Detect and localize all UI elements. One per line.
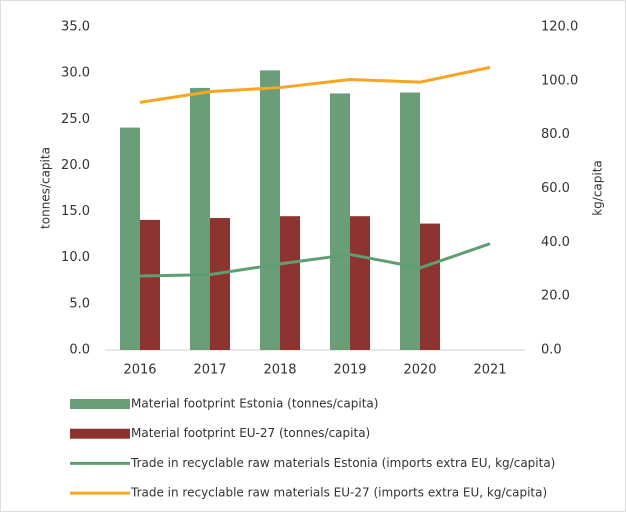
- y-tick-label: 35.0: [61, 20, 90, 35]
- bar: [280, 216, 300, 350]
- bar: [190, 87, 210, 350]
- y2-tick-label: 0.0: [541, 343, 562, 358]
- bar: [420, 223, 440, 350]
- legend-label: Material footprint Estonia (tonnes/capit…: [131, 397, 378, 411]
- line: [139, 65, 491, 104]
- y2-tick-label: 40.0: [541, 235, 570, 250]
- y-tick-label: 30.0: [61, 66, 90, 81]
- x-tick-label: 2021: [473, 363, 506, 378]
- x-tick-label: 2020: [403, 363, 436, 378]
- y-tick-label: 25.0: [61, 112, 90, 127]
- x-tick-label: 2019: [333, 363, 366, 378]
- legend-swatch: [70, 428, 130, 439]
- x-tick-label: 2017: [193, 363, 226, 378]
- y2-tick-label: 60.0: [541, 181, 570, 196]
- y-axis-label: tonnes/capita: [39, 147, 53, 229]
- legend-label: Trade in recyclable raw materials Estoni…: [130, 456, 555, 470]
- y-tick-label: 15.0: [61, 204, 90, 219]
- bar: [350, 216, 370, 350]
- y2-tick-label: 20.0: [541, 289, 570, 304]
- y2-axis-label: kg/capita: [591, 160, 605, 216]
- y-tick-label: 0.0: [69, 343, 90, 358]
- x-tick-label: 2018: [263, 363, 296, 378]
- y-tick-label: 5.0: [69, 296, 90, 311]
- legend-label: Material footprint EU-27 (tonnes/capita): [131, 426, 370, 440]
- legend-label: Trade in recyclable raw materials EU-27 …: [130, 486, 547, 500]
- y-tick-label: 10.0: [61, 250, 90, 265]
- y-tick-label: 20.0: [61, 158, 90, 173]
- y2-tick-label: 80.0: [541, 127, 570, 142]
- bar: [260, 70, 280, 351]
- legend-swatch: [70, 399, 130, 409]
- bar: [210, 218, 230, 350]
- line: [139, 242, 491, 278]
- bar: [140, 219, 160, 350]
- bar: [400, 92, 420, 350]
- bar: [120, 127, 140, 350]
- x-tick-label: 2016: [123, 363, 156, 378]
- y2-tick-label: 100.0: [541, 73, 578, 88]
- bar: [330, 93, 350, 351]
- y2-tick-label: 120.0: [541, 20, 578, 35]
